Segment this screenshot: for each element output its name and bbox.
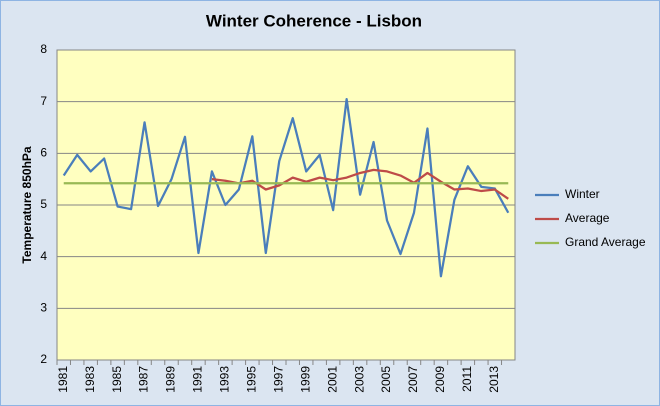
x-tick-label: 1999 xyxy=(298,366,312,393)
x-tick-label: 2011 xyxy=(460,366,474,392)
y-tick-label: 6 xyxy=(40,146,47,160)
series-line xyxy=(62,97,510,278)
x-tick-label: 1985 xyxy=(110,366,124,393)
y-axis-label: Temperature 850hPa xyxy=(20,146,34,263)
x-tick-label: 1995 xyxy=(244,366,258,393)
x-tick-label: 2001 xyxy=(325,366,339,393)
x-tick-label: 1987 xyxy=(137,366,151,393)
x-tick-label: 1997 xyxy=(271,366,285,393)
x-tick-label: 1993 xyxy=(218,366,232,393)
x-tick-label: 1981 xyxy=(56,366,70,393)
y-tick-label: 4 xyxy=(40,249,47,263)
chart-title: Winter Coherence - Lisbon xyxy=(206,11,422,30)
y-tick-label: 2 xyxy=(40,352,47,366)
x-tick-label: 2003 xyxy=(352,366,366,393)
x-tick-label: 1983 xyxy=(83,366,97,393)
y-tick-label: 5 xyxy=(40,197,47,211)
series-line xyxy=(211,168,509,200)
x-tick-label: 2007 xyxy=(406,366,420,393)
legend-label: Winter xyxy=(565,187,600,201)
legend-label: Grand Average xyxy=(565,235,646,249)
x-tick-label: 1991 xyxy=(191,366,205,393)
y-tick-label: 8 xyxy=(40,42,47,56)
x-tick-label: 2013 xyxy=(487,366,501,393)
legend-label: Average xyxy=(565,211,610,225)
y-tick-label: 7 xyxy=(40,94,47,108)
x-tick-label: 2005 xyxy=(379,366,393,393)
y-tick-label: 3 xyxy=(40,301,47,315)
x-tick-label: 1989 xyxy=(164,366,178,393)
x-tick-label: 2009 xyxy=(433,366,447,393)
